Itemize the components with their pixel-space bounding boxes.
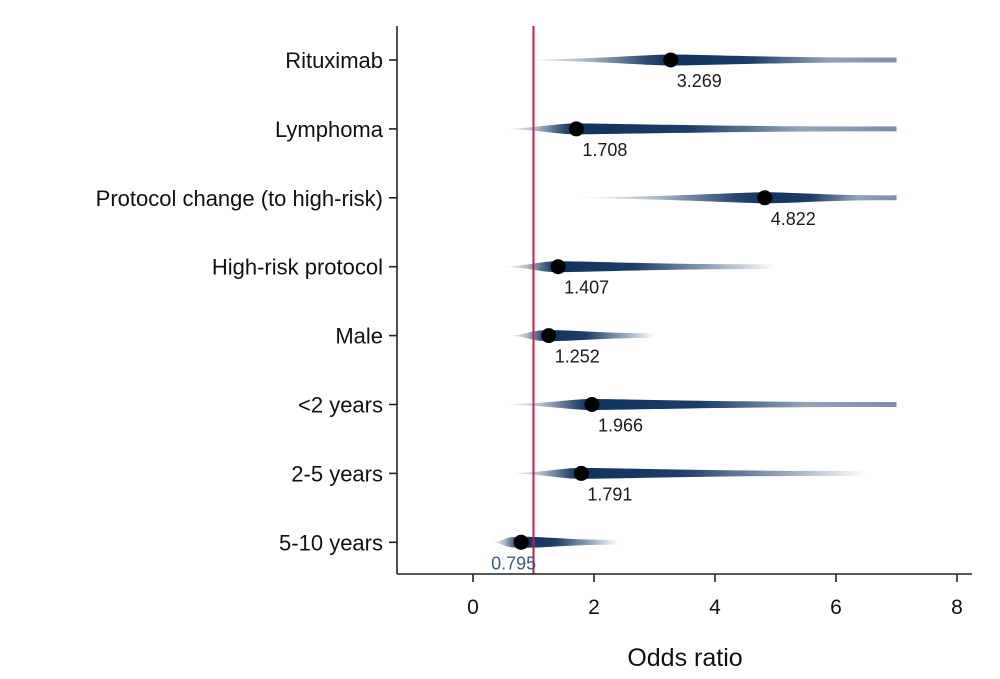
interval-band [569, 192, 897, 204]
category-labels: Rituximab Lymphoma Protocol change (to hig… [96, 48, 384, 555]
value-label: 1.708 [582, 140, 627, 160]
value-label: 1.252 [555, 347, 600, 367]
point-estimate [550, 259, 566, 275]
category-label: Lymphoma [275, 117, 384, 142]
point-estimates [513, 52, 773, 550]
x-axis-ticks: 0 2 4 6 8 [467, 574, 963, 619]
value-label: 1.791 [587, 484, 632, 504]
point-estimate [584, 397, 600, 412]
y-axis-ticks [389, 59, 397, 544]
point-estimate [663, 52, 679, 68]
interval-band [503, 399, 897, 410]
category-label: Protocol change (to high-risk) [96, 186, 383, 211]
point-estimate [568, 121, 584, 137]
x-tick-label: 6 [830, 596, 842, 619]
interval-band [518, 54, 897, 66]
interval-band [503, 123, 897, 135]
x-tick-label: 4 [709, 596, 721, 619]
interval-band [509, 330, 655, 342]
point-estimate [513, 534, 529, 550]
interval-band [509, 467, 867, 479]
value-label: 1.407 [564, 278, 609, 298]
value-label: 0.795 [491, 553, 536, 573]
point-estimate [573, 465, 589, 481]
point-estimate [757, 190, 773, 206]
value-label: 4.822 [771, 209, 816, 229]
x-tick-label: 0 [467, 596, 479, 619]
category-label: Rituximab [285, 48, 383, 73]
x-tick-label: 2 [588, 596, 600, 619]
interval-band [503, 261, 776, 273]
point-estimate [541, 328, 557, 344]
interval-band [491, 536, 619, 548]
category-label: High-risk protocol [212, 255, 383, 280]
category-label: Male [335, 324, 383, 349]
category-label: 2-5 years [291, 461, 383, 486]
interval-bands [491, 54, 897, 548]
x-tick-label: 8 [951, 596, 963, 619]
category-label: <2 years [298, 393, 383, 418]
value-labels: 3.269 1.708 4.822 1.407 1.252 1.966 1.791 0.795 [491, 71, 816, 573]
value-label: 1.966 [598, 416, 643, 436]
x-axis-title: Odds ratio [627, 644, 742, 672]
value-label: 3.269 [677, 71, 722, 91]
category-label: 5-10 years [279, 530, 383, 555]
